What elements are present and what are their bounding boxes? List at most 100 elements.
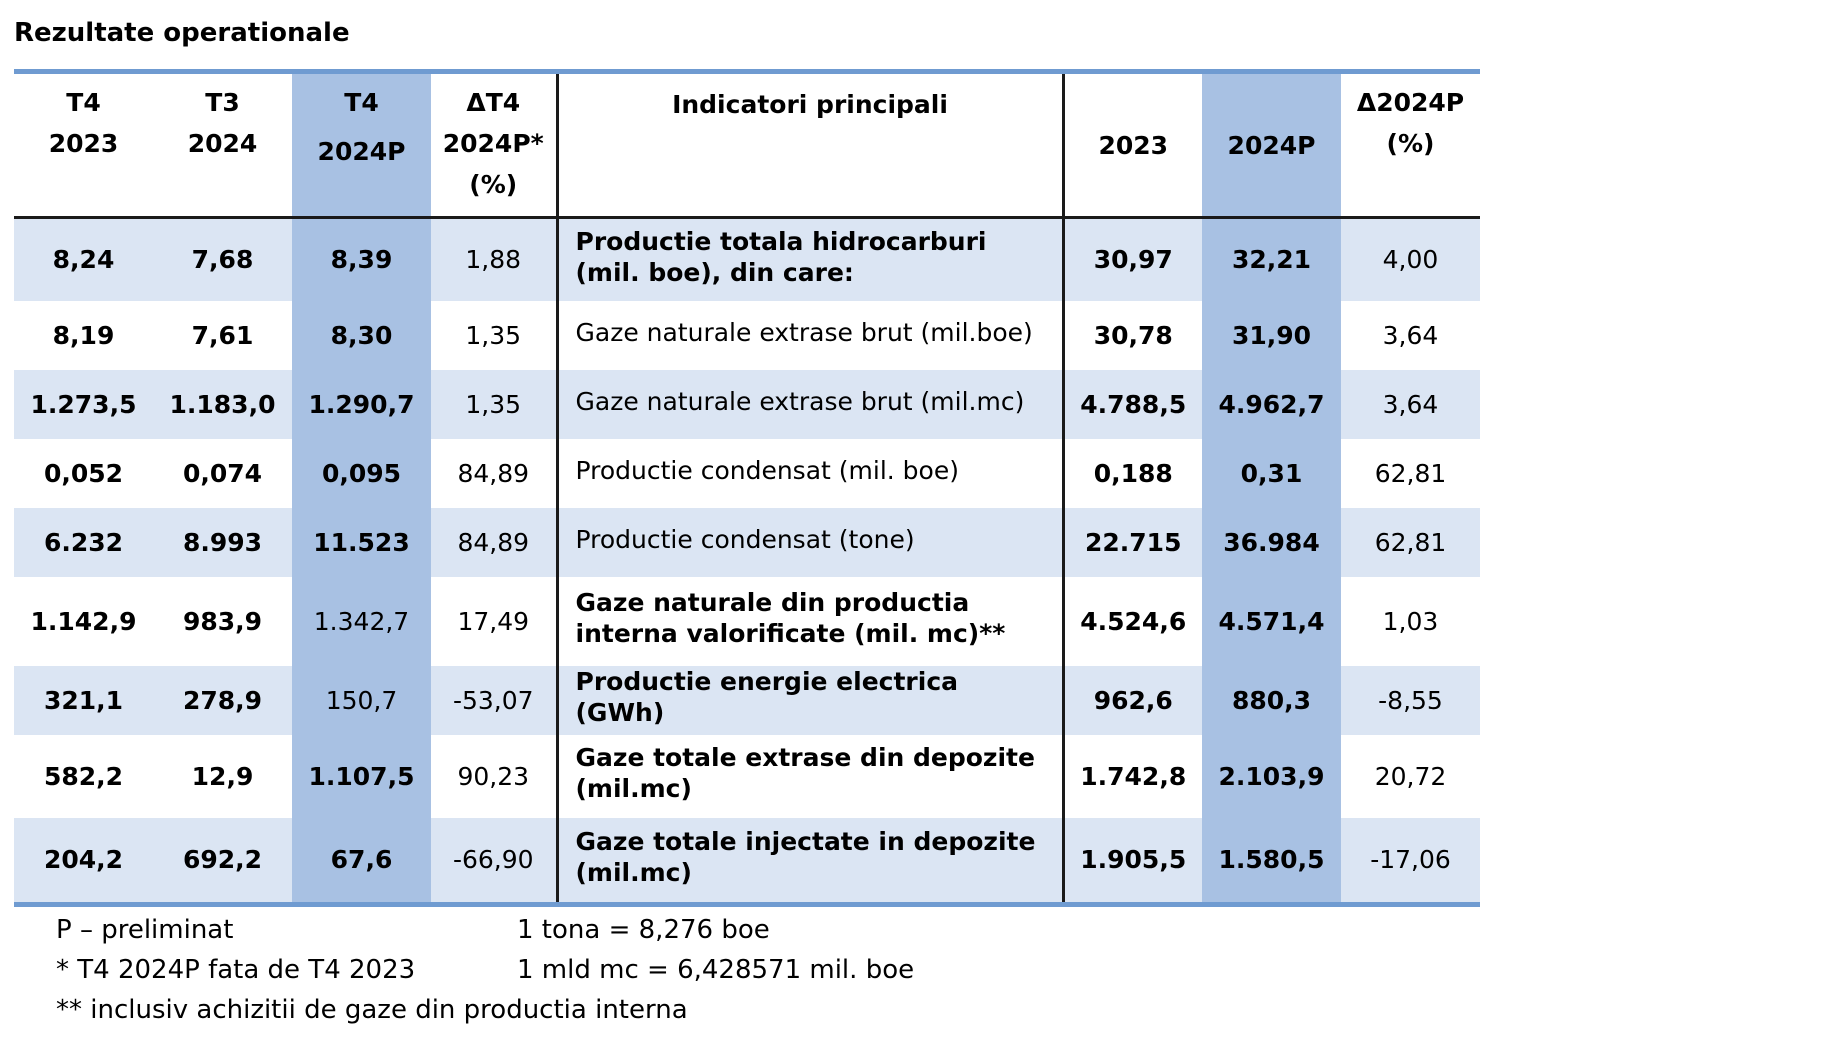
cell-2024p: 4.571,4 <box>1202 576 1341 666</box>
cell-indicator: Gaze naturale extrase brut (mil.mc) <box>555 369 1065 439</box>
cell-2024p: 4.962,7 <box>1202 369 1341 439</box>
cell-q4-2023: 8,24 <box>14 217 153 301</box>
cell-2023: 4.788,5 <box>1063 369 1202 439</box>
cell-2023: 22.715 <box>1063 507 1202 577</box>
cell-2023: 30,97 <box>1063 217 1202 301</box>
cell-q3-2024: 692,2 <box>153 817 292 907</box>
cell-q4-2023: 1.142,9 <box>30 606 137 636</box>
cell-2023: 0,188 <box>1093 458 1173 488</box>
cell-delta-q4: 1,88 <box>431 217 557 301</box>
table-row: 321,1 278,9 150,7 -53,07 Productie energie e… <box>14 665 1480 735</box>
cell-q3-2024: 0,074 <box>182 458 263 488</box>
cell-q4-2023: 6.232 <box>14 507 153 577</box>
cell-q4-2024p: 1.107,5 <box>292 734 431 818</box>
cell-q4-2023: 8,19 <box>52 320 115 350</box>
cell-q4-2024p: 8,39 <box>292 217 431 301</box>
cell-q3-2024: 8.993 <box>153 507 292 577</box>
cell-q4-2024p: 0,095 <box>292 438 431 508</box>
cell-indicator: Gaze naturale din productia interna valo… <box>555 576 1065 666</box>
cell-delta-2024p: 3,64 <box>1382 320 1439 350</box>
header-2023: 2023 <box>1063 69 1202 219</box>
operational-results-table-container: T4 2023 T3 2024 T4 2024P ΔT4 2024P* (%) <box>14 69 1480 907</box>
cell-2024p: 2.103,9 <box>1202 734 1341 818</box>
table-row: 8,24 7,68 8,39 1,88 Productie totala hidroca… <box>14 217 1480 301</box>
cell-q4-2023: 1.273,5 <box>14 369 153 439</box>
cell-delta-2024p: 4,00 <box>1341 217 1480 301</box>
cell-delta-q4: -53,07 <box>431 665 557 735</box>
cell-q4-2024p: 8,30 <box>292 300 431 370</box>
cell-indicator: Gaze totale extrase din depozite (mil.mc… <box>555 734 1065 818</box>
cell-delta-q4: -66,90 <box>431 817 557 907</box>
cell-q3-2024: 278,9 <box>153 665 292 735</box>
cell-q3-2024: 7,61 <box>191 320 254 350</box>
footnote-internal-acquisitions: ** inclusiv achizitii de gaze din produc… <box>56 995 688 1025</box>
cell-delta-2024p: 62,81 <box>1374 458 1447 488</box>
header-delta-2024p: Δ2024P (%) <box>1341 69 1480 219</box>
table-row: 8,19 7,61 8,30 1,35 Gaze naturale extrase br… <box>14 300 1480 370</box>
table-row: 0,052 0,074 0,095 84,89 Productie condensat … <box>14 438 1480 508</box>
cell-2023: 30,78 <box>1093 320 1173 350</box>
cell-delta-2024p: 3,64 <box>1341 369 1480 439</box>
cell-2024p: 1.580,5 <box>1202 817 1341 907</box>
footnote-preliminary: P – preliminat <box>56 915 234 945</box>
header-q4-2023: T4 2023 <box>14 69 153 219</box>
footnote-q4-comparison: * T4 2024P fata de T4 2023 <box>56 955 416 985</box>
cell-delta-q4: 84,89 <box>431 507 557 577</box>
table-row: 1.273,5 1.183,0 1.290,7 1,35 Gaze naturale e… <box>14 369 1480 439</box>
cell-q3-2024: 12,9 <box>191 761 254 791</box>
cell-2023: 4.524,6 <box>1080 606 1187 636</box>
cell-delta-2024p: 1,03 <box>1382 606 1439 636</box>
cell-indicator: Gaze totale injectate in depozite (mil.m… <box>555 817 1065 907</box>
cell-2023: 1.905,5 <box>1063 817 1202 907</box>
conversion-bcm-boe: 1 mld mc = 6,428571 mil. boe <box>517 955 915 985</box>
cell-2024p: 880,3 <box>1202 665 1341 735</box>
cell-q4-2023: 0,052 <box>43 458 124 488</box>
cell-q4-2024p: 11.523 <box>292 507 431 577</box>
header-2024p: 2024P <box>1202 69 1341 219</box>
cell-q3-2024: 983,9 <box>182 606 263 636</box>
cell-indicator: Productie condensat (mil. boe) <box>555 438 1065 508</box>
table-body: 8,24 7,68 8,39 1,88 Productie totala hidroca… <box>14 217 1480 907</box>
cell-delta-2024p: 62,81 <box>1341 507 1480 577</box>
table-row: 582,2 12,9 1.107,5 90,23 Gaze totale extrase… <box>14 734 1480 818</box>
cell-q4-2023: 321,1 <box>14 665 153 735</box>
header-indicators: Indicatori principali <box>555 69 1065 219</box>
cell-2024p: 0,31 <box>1202 438 1341 508</box>
cell-delta-2024p: 20,72 <box>1374 761 1447 791</box>
cell-q4-2024p: 67,6 <box>292 817 431 907</box>
footnotes-left: P – preliminat * T4 2024P fata de T4 202… <box>56 910 688 1030</box>
cell-delta-q4: 90,23 <box>457 761 530 791</box>
cell-q4-2023: 582,2 <box>43 761 124 791</box>
table-row: 204,2 692,2 67,6 -66,90 Gaze totale injectat… <box>14 817 1480 907</box>
conversion-tonne-boe: 1 tona = 8,276 boe <box>517 915 770 945</box>
cell-indicator: Productie energie electrica (GWh) <box>555 665 1065 735</box>
footnotes-right: 1 tona = 8,276 boe 1 mld mc = 6,428571 m… <box>517 910 914 990</box>
cell-q3-2024: 7,68 <box>153 217 292 301</box>
cell-q4-2024p: 150,7 <box>292 665 431 735</box>
cell-q4-2024p: 1.342,7 <box>292 576 431 666</box>
cell-delta-q4: 84,89 <box>457 458 530 488</box>
cell-delta-q4: 1,35 <box>431 369 557 439</box>
cell-delta-2024p: -8,55 <box>1341 665 1480 735</box>
header-q3-2024: T3 2024 <box>153 69 292 219</box>
page-title: Rezultate operationale <box>14 18 350 48</box>
cell-delta-2024p: -17,06 <box>1341 817 1480 907</box>
cell-q4-2023: 204,2 <box>14 817 153 907</box>
cell-delta-q4: 17,49 <box>457 606 530 636</box>
cell-2024p: 36.984 <box>1202 507 1341 577</box>
table-header-row: T4 2023 T3 2024 T4 2024P ΔT4 2024P* (%) <box>14 69 1480 219</box>
cell-indicator: Productie totala hidrocarburi (mil. boe)… <box>555 217 1065 301</box>
header-delta-q4: ΔT4 2024P* (%) <box>431 69 557 219</box>
cell-indicator: Gaze naturale extrase brut (mil.boe) <box>555 300 1065 370</box>
table-row: 1.142,9 983,9 1.342,7 17,49 Gaze naturale di… <box>14 576 1480 666</box>
cell-2024p: 32,21 <box>1202 217 1341 301</box>
header-q4-2024p: T4 2024P <box>292 69 431 219</box>
table-row: 6.232 8.993 11.523 84,89 Productie condensat… <box>14 507 1480 577</box>
cell-2023: 1.742,8 <box>1080 761 1187 791</box>
cell-delta-q4: 1,35 <box>465 320 522 350</box>
cell-q4-2024p: 1.290,7 <box>292 369 431 439</box>
operational-results-table: T4 2023 T3 2024 T4 2024P ΔT4 2024P* (%) <box>14 69 1480 907</box>
cell-2024p: 31,90 <box>1202 300 1341 370</box>
cell-q3-2024: 1.183,0 <box>153 369 292 439</box>
cell-indicator: Productie condensat (tone) <box>555 507 1065 577</box>
